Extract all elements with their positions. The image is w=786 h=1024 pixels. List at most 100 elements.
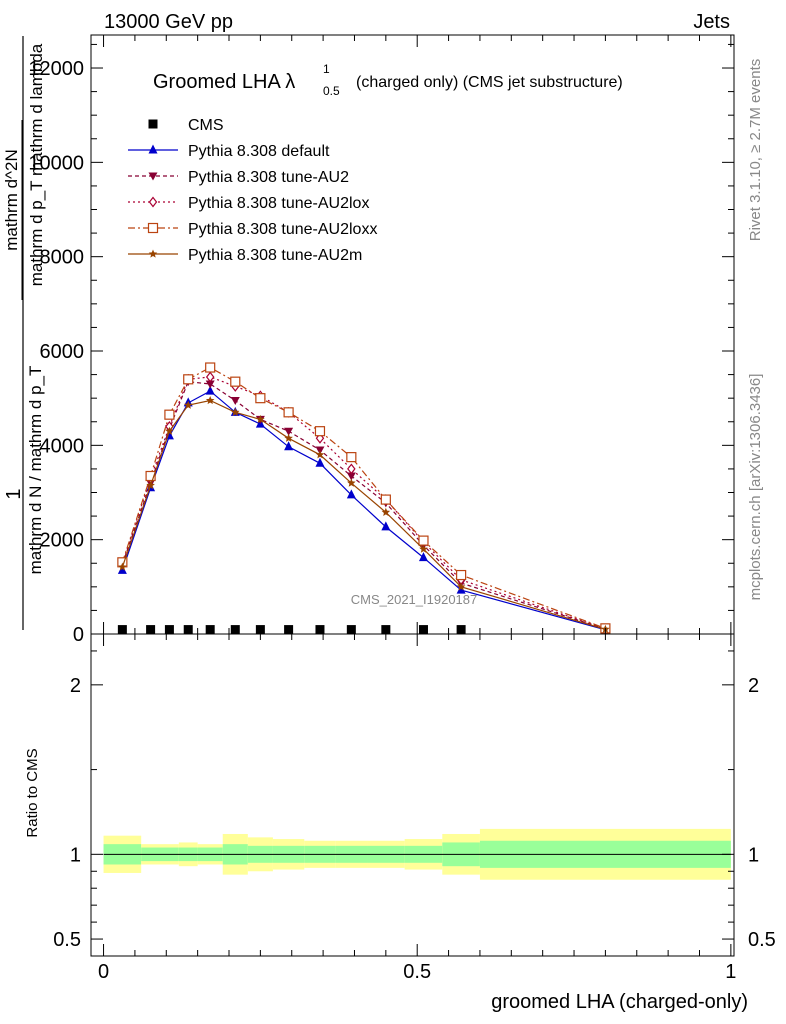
ylabel-denominator: mathrm d N / mathrm d p_T [26, 366, 45, 575]
data-point-au2 [346, 472, 356, 481]
data-point-au2 [230, 397, 240, 406]
legend-item-au2: Pythia 8.308 tune-AU2 [128, 169, 349, 186]
ratio-panel: 0.5 0.51 12 2 0 0.5 1 Ratio to CMS [24, 633, 776, 983]
legend-item-au2lox: Pythia 8.308 tune-AU2lox [128, 195, 369, 212]
data-point-default [284, 441, 294, 451]
data-point-cms [284, 625, 294, 635]
data-point-au2 [284, 427, 294, 436]
data-point-au2loxx [456, 569, 467, 581]
data-point-au2m [381, 507, 391, 516]
data-point-au2loxx [230, 376, 241, 387]
legend-marker [148, 119, 158, 129]
data-point-cms [418, 625, 428, 635]
legend-item-cms: CMS [148, 117, 224, 134]
legend-label: Pythia 8.308 default [188, 143, 330, 160]
series-line-au2lox [121, 376, 606, 630]
legend-label: Pythia 8.308 tune-AU2lox [188, 195, 369, 212]
data-point-au2m [165, 426, 174, 435]
data-point-au2m [205, 396, 215, 405]
data-point-cms [146, 625, 156, 635]
data-point-au2m [419, 544, 428, 553]
data-point-default [418, 552, 428, 562]
legend-label: Pythia 8.308 tune-AU2 [188, 169, 349, 186]
ratio-ytick-label-right: 1 [748, 844, 759, 866]
data-point-au2loxx [183, 374, 194, 385]
ylabel-inner-numerator: mathrm d^2N [2, 149, 21, 251]
legend-item-au2loxx: Pythia 8.308 tune-AU2loxx [128, 221, 377, 238]
legend-marker [148, 144, 158, 154]
main-series [117, 362, 611, 635]
title-main: Groomed LHA λ [153, 71, 295, 93]
legend-item-default: Pythia 8.308 default [128, 143, 330, 160]
series-line-au2loxx [121, 366, 606, 629]
data-point-default [117, 564, 127, 574]
main-panel: CMS_2021_I1920187 0 2000 4000 6000 8000 10000… [2, 34, 735, 646]
main-y-label: 1 mathrm d N / mathrm d p_T mathrm d^2N … [2, 36, 46, 630]
ylabel-number: 1 [3, 488, 25, 499]
data-point-default [205, 385, 215, 395]
legend-item-au2m: Pythia 8.308 tune-AU2m [128, 247, 362, 264]
legend-label: Pythia 8.308 tune-AU2m [188, 247, 362, 264]
energy-label: 13000 GeV pp [104, 11, 233, 33]
main-ytick-label: 4000 [40, 435, 85, 457]
ratio-ytick-label-right: 2 [748, 675, 759, 697]
data-point-cms [315, 625, 325, 635]
x-axis-label: groomed LHA (charged-only) [491, 991, 748, 1013]
data-point-au2lox [347, 463, 356, 475]
main-ytick-label: 12000 [28, 58, 84, 80]
xtick-label: 0 [98, 961, 109, 983]
ratio-frame [90, 633, 735, 957]
data-point-cms [164, 625, 174, 635]
main-ytick-label: 2000 [40, 530, 85, 552]
legend-marker [147, 222, 159, 234]
data-point-au2m [256, 414, 265, 424]
data-point-au2loxx [255, 393, 266, 404]
data-point-au2loxx [205, 362, 216, 373]
data-point-au2loxx [164, 409, 175, 420]
data-point-au2lox [205, 371, 215, 383]
data-point-au2 [205, 380, 215, 389]
data-point-cms [230, 625, 240, 635]
xtick-label: 0.5 [403, 961, 431, 983]
ratio-ytick-label: 0.5 [53, 929, 81, 951]
ratio-ytick-label: 1 [70, 844, 81, 866]
title-rest: (charged only) (CMS jet substructure) [356, 74, 623, 91]
ratio-y-label: Ratio to CMS [24, 748, 41, 837]
data-point-default [315, 457, 325, 467]
data-point-au2loxx [145, 470, 156, 482]
data-point-au2loxx [418, 535, 429, 546]
title-sub: 0.5 [323, 84, 340, 98]
legend-marker [148, 196, 158, 208]
data-point-cms [346, 625, 356, 635]
data-point-default [381, 521, 391, 531]
rivet-label: Rivet 3.1.10, ≥ 2.7M events [747, 59, 764, 242]
ratio-ytick-label: 2 [70, 675, 81, 697]
series-line-au2 [121, 381, 606, 630]
data-point-cms [205, 625, 215, 635]
main-ytick-label: 8000 [40, 247, 85, 269]
svg-text:Groomed LHA λ: Groomed LHA λ [153, 71, 295, 93]
data-point-au2loxx [314, 426, 326, 437]
data-point-default [456, 584, 466, 594]
data-point-cms [456, 625, 466, 635]
ratio-x-axis: 0 0.5 1 [98, 634, 736, 983]
main-x-ticks [103, 35, 732, 634]
analysis-id-label: CMS_2021_I1920187 [351, 592, 478, 607]
data-point-cms [183, 625, 193, 635]
data-point-au2m [231, 407, 240, 416]
data-point-au2m [284, 433, 293, 442]
series-cms [117, 625, 610, 635]
title-sup: 1 [323, 62, 330, 76]
legend-marker [148, 172, 158, 181]
data-point-au2m [183, 400, 193, 409]
mcplots-label: mcplots.cern.ch [arXiv:1306.3436] [747, 374, 764, 601]
plot-title: Groomed LHA λ 1 0.5 (charged only) (CMS … [153, 62, 623, 98]
data-point-default [346, 489, 356, 499]
data-point-au2m [456, 582, 466, 591]
category-label: Jets [693, 11, 730, 33]
xtick-label: 1 [725, 961, 736, 983]
ratio-ytick-label-right: 0.5 [748, 929, 776, 951]
data-point-cms [117, 625, 127, 635]
main-ytick-label: 0 [73, 624, 84, 646]
